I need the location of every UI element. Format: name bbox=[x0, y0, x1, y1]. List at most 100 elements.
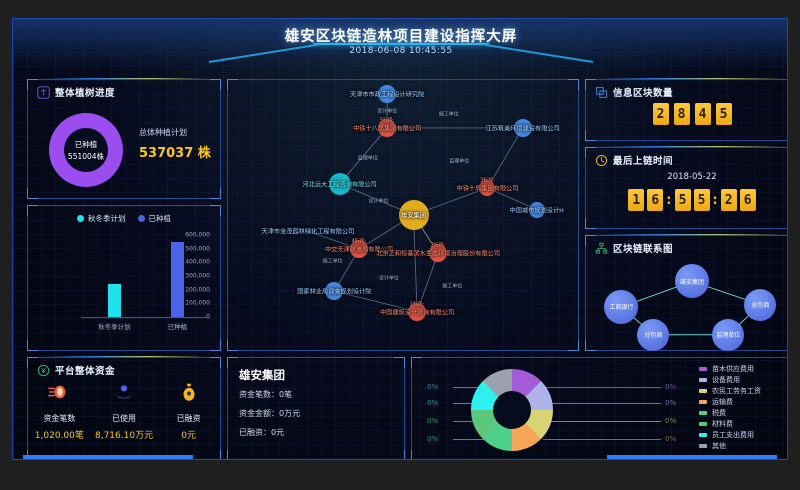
relation-node-3[interactable]: 分包商 bbox=[637, 318, 670, 351]
expense-legend-item-7: 其他 bbox=[699, 440, 787, 451]
network-node-label-9: 北京正和恒基滨水生态环境治理股份有限公司 bbox=[376, 250, 501, 258]
network-node-5[interactable] bbox=[528, 201, 545, 218]
panel-planting-progress: 整体植树进度 已种植 551004株 总体种植计划 537037 株 bbox=[27, 78, 221, 199]
header-line-right bbox=[369, 43, 489, 45]
panel-title-planting-label: 整体植树进度 bbox=[55, 88, 116, 99]
panel-title-block-count: 信息区块数量 bbox=[595, 85, 673, 99]
block-count-digit-1: 8 bbox=[673, 103, 690, 125]
panel-platform-funds: 平台整体资金 资金笔数 1,020.00笔 已使用 8,716.10万元 已融资 0元 bbox=[27, 356, 221, 459]
network-node-1[interactable] bbox=[378, 118, 397, 137]
network-node-8[interactable] bbox=[350, 240, 368, 258]
network-node-9[interactable] bbox=[429, 244, 448, 263]
relation-node-0[interactable]: 雄安集团 bbox=[675, 264, 709, 299]
user-hand-icon bbox=[95, 379, 153, 405]
yuan-badge-icon bbox=[37, 364, 50, 377]
fund-value: 8,716.10万元 bbox=[94, 431, 154, 441]
network-node-10[interactable] bbox=[325, 282, 344, 301]
network-edge-label-1: 施工单位 bbox=[438, 111, 459, 118]
legend-label: 材料费 bbox=[712, 419, 733, 428]
dashboard-header: 雄安区块链造林项目建设指挥大屏 2018-06-08 10:45:55 bbox=[13, 19, 787, 69]
header-datetime: 2018-06-08 10:45:55 bbox=[349, 46, 453, 56]
donut-label-planted: 已种植 bbox=[74, 139, 98, 149]
panel-title-last-time: 最后上链时间 bbox=[595, 153, 673, 167]
time-colon: : bbox=[666, 192, 672, 208]
expense-legend-item-1: 设备费用 bbox=[699, 374, 787, 385]
bar-y-tick: 100,000 bbox=[185, 299, 210, 307]
bar-y-tick: 400,000 bbox=[185, 258, 210, 266]
expense-legend: 苗木供应费用 设备费用 农民工劳务工资 运输费税费材料费员工支出费用 其他 bbox=[699, 363, 787, 451]
relation-node-2[interactable]: 总包商 bbox=[744, 288, 777, 321]
bar-y-tick: 600,000 bbox=[185, 231, 210, 239]
pie-label-left-2: 0% bbox=[427, 417, 439, 425]
expense-donut-hole bbox=[493, 391, 531, 429]
panel-title-block-count-label: 信息区块数量 bbox=[613, 88, 674, 99]
network-edge-label-2: 监理单位 bbox=[357, 155, 378, 162]
network-node-6[interactable] bbox=[398, 200, 429, 230]
expense-legend-item-4: 税费 bbox=[699, 407, 787, 418]
network-node-2[interactable] bbox=[513, 118, 532, 137]
network-node-0[interactable] bbox=[378, 84, 397, 103]
relation-node-4[interactable]: 监理单位 bbox=[712, 318, 745, 351]
fund-value: 0元 bbox=[181, 431, 196, 441]
tree-icon bbox=[37, 85, 50, 99]
panel-title-planting: 整体植树进度 bbox=[37, 85, 115, 99]
network-node-3[interactable] bbox=[328, 172, 351, 195]
expense-legend-item-2: 农民工劳务工资 bbox=[699, 385, 787, 396]
bar-0 bbox=[108, 284, 121, 317]
relation-node-1[interactable]: 工商银行 bbox=[604, 289, 639, 324]
panel-title-funds: 平台整体资金 bbox=[37, 363, 115, 377]
pie-leader-line-right-0 bbox=[543, 387, 661, 388]
pie-label-left-0: 0% bbox=[427, 383, 439, 391]
pie-label-left-3: 0% bbox=[427, 435, 439, 443]
donut-hole bbox=[64, 128, 108, 172]
network-edge bbox=[487, 127, 524, 189]
legend-label: 税费 bbox=[712, 408, 726, 417]
legend-label: 设备费用 bbox=[712, 375, 740, 384]
panel-title-last-time-label: 最后上链时间 bbox=[613, 156, 674, 167]
money-bag-icon bbox=[160, 379, 218, 405]
network-node-tag-1: 5标段: bbox=[379, 117, 395, 124]
legend-swatch bbox=[699, 366, 707, 371]
legend-swatch bbox=[699, 421, 707, 426]
pie-leader-line-right-1 bbox=[543, 403, 661, 404]
panel-xiongan-group: 雄安集团 资金笔数：0笔 资金金额：0万元 已融资：0元 bbox=[227, 357, 405, 459]
bottom-bar-right bbox=[607, 455, 777, 459]
network-node-4[interactable] bbox=[479, 179, 496, 196]
funds-metric-row: 资金笔数 1,020.00笔 已使用 8,716.10万元 已融资 0元 bbox=[27, 379, 221, 441]
network-edge bbox=[339, 127, 388, 185]
network-node-tag-9: 2标段: bbox=[430, 242, 446, 249]
bar-y-tick: 500,000 bbox=[185, 245, 210, 253]
last-chain-date: 2018-05-22 bbox=[667, 172, 717, 182]
bar-y-tick: 200,000 bbox=[185, 286, 210, 294]
time-colon: : bbox=[712, 192, 718, 208]
group-row-1: 资金金额：0万元 bbox=[239, 409, 301, 418]
legend-label: 员工支出费用 bbox=[712, 430, 754, 439]
fund-caption: 资金笔数 bbox=[43, 414, 76, 423]
fund-caption: 已使用 bbox=[111, 414, 136, 423]
legend-swatch bbox=[699, 410, 707, 415]
network-node-label-3: 河北远大工程咨询有限公司 bbox=[302, 181, 377, 189]
network-node-11[interactable] bbox=[408, 302, 427, 321]
legend-swatch bbox=[699, 432, 707, 437]
legend-label: 运输费 bbox=[712, 397, 733, 406]
network-node-label-2: 江苏筑美环境建设有限公司 bbox=[485, 125, 560, 133]
overall-plan-value: 537037 株 bbox=[139, 146, 211, 161]
expense-legend-item-0: 苗木供应费用 bbox=[699, 363, 787, 374]
network-edge bbox=[334, 290, 418, 312]
pie-label-right-0: 0% bbox=[665, 383, 677, 391]
network-node-label-0: 天津市市政工程设计研究院 bbox=[350, 91, 425, 99]
pie-label-left-1: 0% bbox=[427, 399, 439, 407]
overall-plan-caption: 总体种植计划 bbox=[139, 128, 187, 137]
pie-leader-line-right-2 bbox=[543, 421, 661, 422]
bottom-bar-left bbox=[23, 455, 193, 459]
panel-planting-bar-chart: 秋冬季计划 已种植 600,000 500,000 400,000 300,000 200… bbox=[27, 205, 221, 351]
bar-1 bbox=[171, 241, 184, 317]
network-node-tag-4: 3标段: bbox=[480, 177, 495, 184]
time-digit-3: 5 bbox=[674, 189, 691, 211]
panel-title-chain-relation-label: 区块链联系图 bbox=[613, 244, 674, 255]
legend-label: 已种植 bbox=[148, 214, 172, 223]
pie-label-right-3: 0% bbox=[665, 435, 677, 443]
